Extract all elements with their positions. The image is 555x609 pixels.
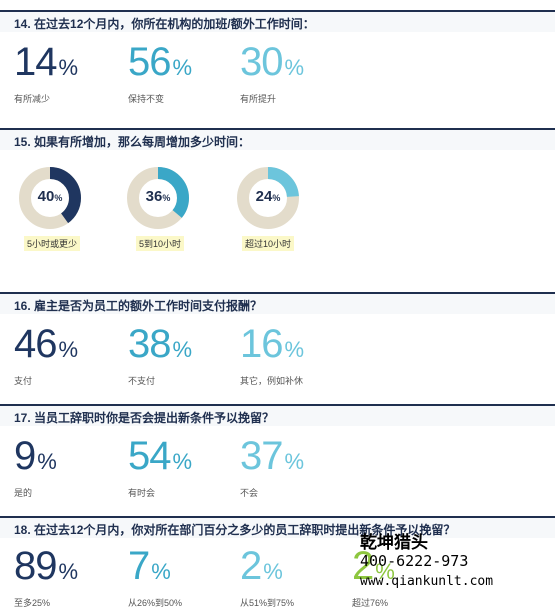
- stat-unit: %: [172, 449, 193, 474]
- stat-unit: %: [58, 55, 79, 80]
- q16-stat-3: 16% 其它，例如补休: [240, 322, 305, 387]
- q17-stat-3: 37% 不会: [240, 434, 305, 499]
- stat-unit: %: [58, 337, 79, 362]
- stat-label: 至多25%: [14, 598, 51, 608]
- q15-title: 15. 如果有所增加，那么每周增加多少时间：: [14, 135, 251, 149]
- q17-stat-1: 9% 是的: [14, 434, 57, 499]
- q17-title: 17. 当员工辞职时你是否会提出新条件予以挽留？: [14, 411, 275, 425]
- donut-arc: [19, 167, 81, 229]
- stat-value: 2: [240, 544, 262, 588]
- q14-stat-1: 14% 有所减少: [14, 40, 79, 105]
- stat-value: 37: [240, 434, 283, 478]
- q14-title: 14. 在过去12个月内，你所在机构的加班/额外工作时间：: [14, 17, 315, 31]
- q15-donut-1: 40%: [18, 166, 82, 230]
- stat-value: 46: [14, 322, 57, 366]
- q16-title: 16. 雇主是否为员工的额外工作时间支付报酬？: [14, 299, 263, 313]
- q18-stat-3: 2% 从51%到75%: [240, 546, 294, 609]
- donut-ring: [127, 167, 189, 229]
- stat-value: 38: [128, 322, 171, 366]
- stat-label: 有所提升: [240, 94, 277, 104]
- q15-donut-2-label: 5到10小时: [136, 236, 185, 251]
- q18-stat-1: 89% 至多25%: [14, 544, 79, 609]
- stat-label: 超过76%: [352, 598, 389, 608]
- stat-value: 7: [128, 544, 150, 588]
- stat-value: 56: [128, 40, 171, 84]
- donut-arc: [237, 167, 299, 229]
- donut-value: 24%: [255, 188, 281, 205]
- stat-unit: %: [263, 559, 283, 584]
- stat-value: 54: [128, 434, 171, 478]
- q14-stat-2: 56% 保持不变: [128, 40, 193, 105]
- stat-label: 有所减少: [14, 94, 51, 104]
- donut-ring: [19, 167, 81, 229]
- q17-stat-2: 54% 有时会: [128, 434, 193, 499]
- stat-unit: %: [172, 55, 193, 80]
- q18-stat-2: 7% 从26%到50%: [128, 546, 182, 609]
- watermark-url: www.qiankunlt.com: [360, 574, 494, 589]
- q15-donut-3: 24%: [236, 166, 300, 230]
- stat-label: 支付: [14, 376, 33, 386]
- stat-unit: %: [284, 449, 305, 474]
- q15-donut-1-label: 5小时或更少: [24, 236, 81, 251]
- stat-unit: %: [58, 559, 79, 584]
- stat-label: 保持不变: [128, 94, 165, 104]
- stat-label: 是的: [14, 488, 33, 498]
- stat-label: 有时会: [128, 488, 156, 498]
- stat-unit: %: [37, 449, 57, 474]
- stat-value: 2: [352, 544, 374, 588]
- stat-unit: %: [375, 559, 395, 584]
- stat-value: 30: [240, 40, 283, 84]
- stat-value: 9: [14, 434, 36, 478]
- stat-value: 14: [14, 40, 57, 84]
- stat-unit: %: [284, 337, 305, 362]
- donut-value: 36%: [145, 188, 171, 205]
- q16-stat-1: 46% 支付: [14, 322, 79, 387]
- stat-value: 89: [14, 544, 57, 588]
- stat-unit: %: [151, 559, 171, 584]
- donut-ring: [237, 167, 299, 229]
- q18-header: 18. 在过去12个月内，你对所在部门百分之多少的员工辞职时提出新条件予以挽留？: [0, 516, 555, 538]
- stat-unit: %: [172, 337, 193, 362]
- stat-label: 不支付: [128, 376, 156, 386]
- stat-unit: %: [284, 55, 305, 80]
- q14-header: 14. 在过去12个月内，你所在机构的加班/额外工作时间：: [0, 10, 555, 32]
- stat-label: 其它，例如补休: [240, 376, 304, 386]
- stat-label: 从51%到75%: [240, 598, 295, 608]
- q18-stat-4: 2% 超过76%: [352, 544, 395, 609]
- q16-stat-2: 38% 不支付: [128, 322, 193, 387]
- stat-label: 不会: [240, 488, 259, 498]
- stat-label: 从26%到50%: [128, 598, 183, 608]
- q16-header: 16. 雇主是否为员工的额外工作时间支付报酬？: [0, 292, 555, 314]
- q15-donut-3-label: 超过10小时: [242, 236, 295, 251]
- watermark-phone: 400-6222-973: [360, 552, 469, 570]
- watermark-name: 乾坤猎头: [360, 533, 428, 553]
- q14-stat-3: 30% 有所提升: [240, 40, 305, 105]
- donut-arc: [127, 167, 189, 229]
- q15-donut-2: 36%: [126, 166, 190, 230]
- stat-value: 16: [240, 322, 283, 366]
- q17-header: 17. 当员工辞职时你是否会提出新条件予以挽留？: [0, 404, 555, 426]
- q15-header: 15. 如果有所增加，那么每周增加多少时间：: [0, 128, 555, 150]
- q18-title: 18. 在过去12个月内，你对所在部门百分之多少的员工辞职时提出新条件予以挽留？: [14, 523, 456, 537]
- donut-value: 40%: [37, 188, 63, 205]
